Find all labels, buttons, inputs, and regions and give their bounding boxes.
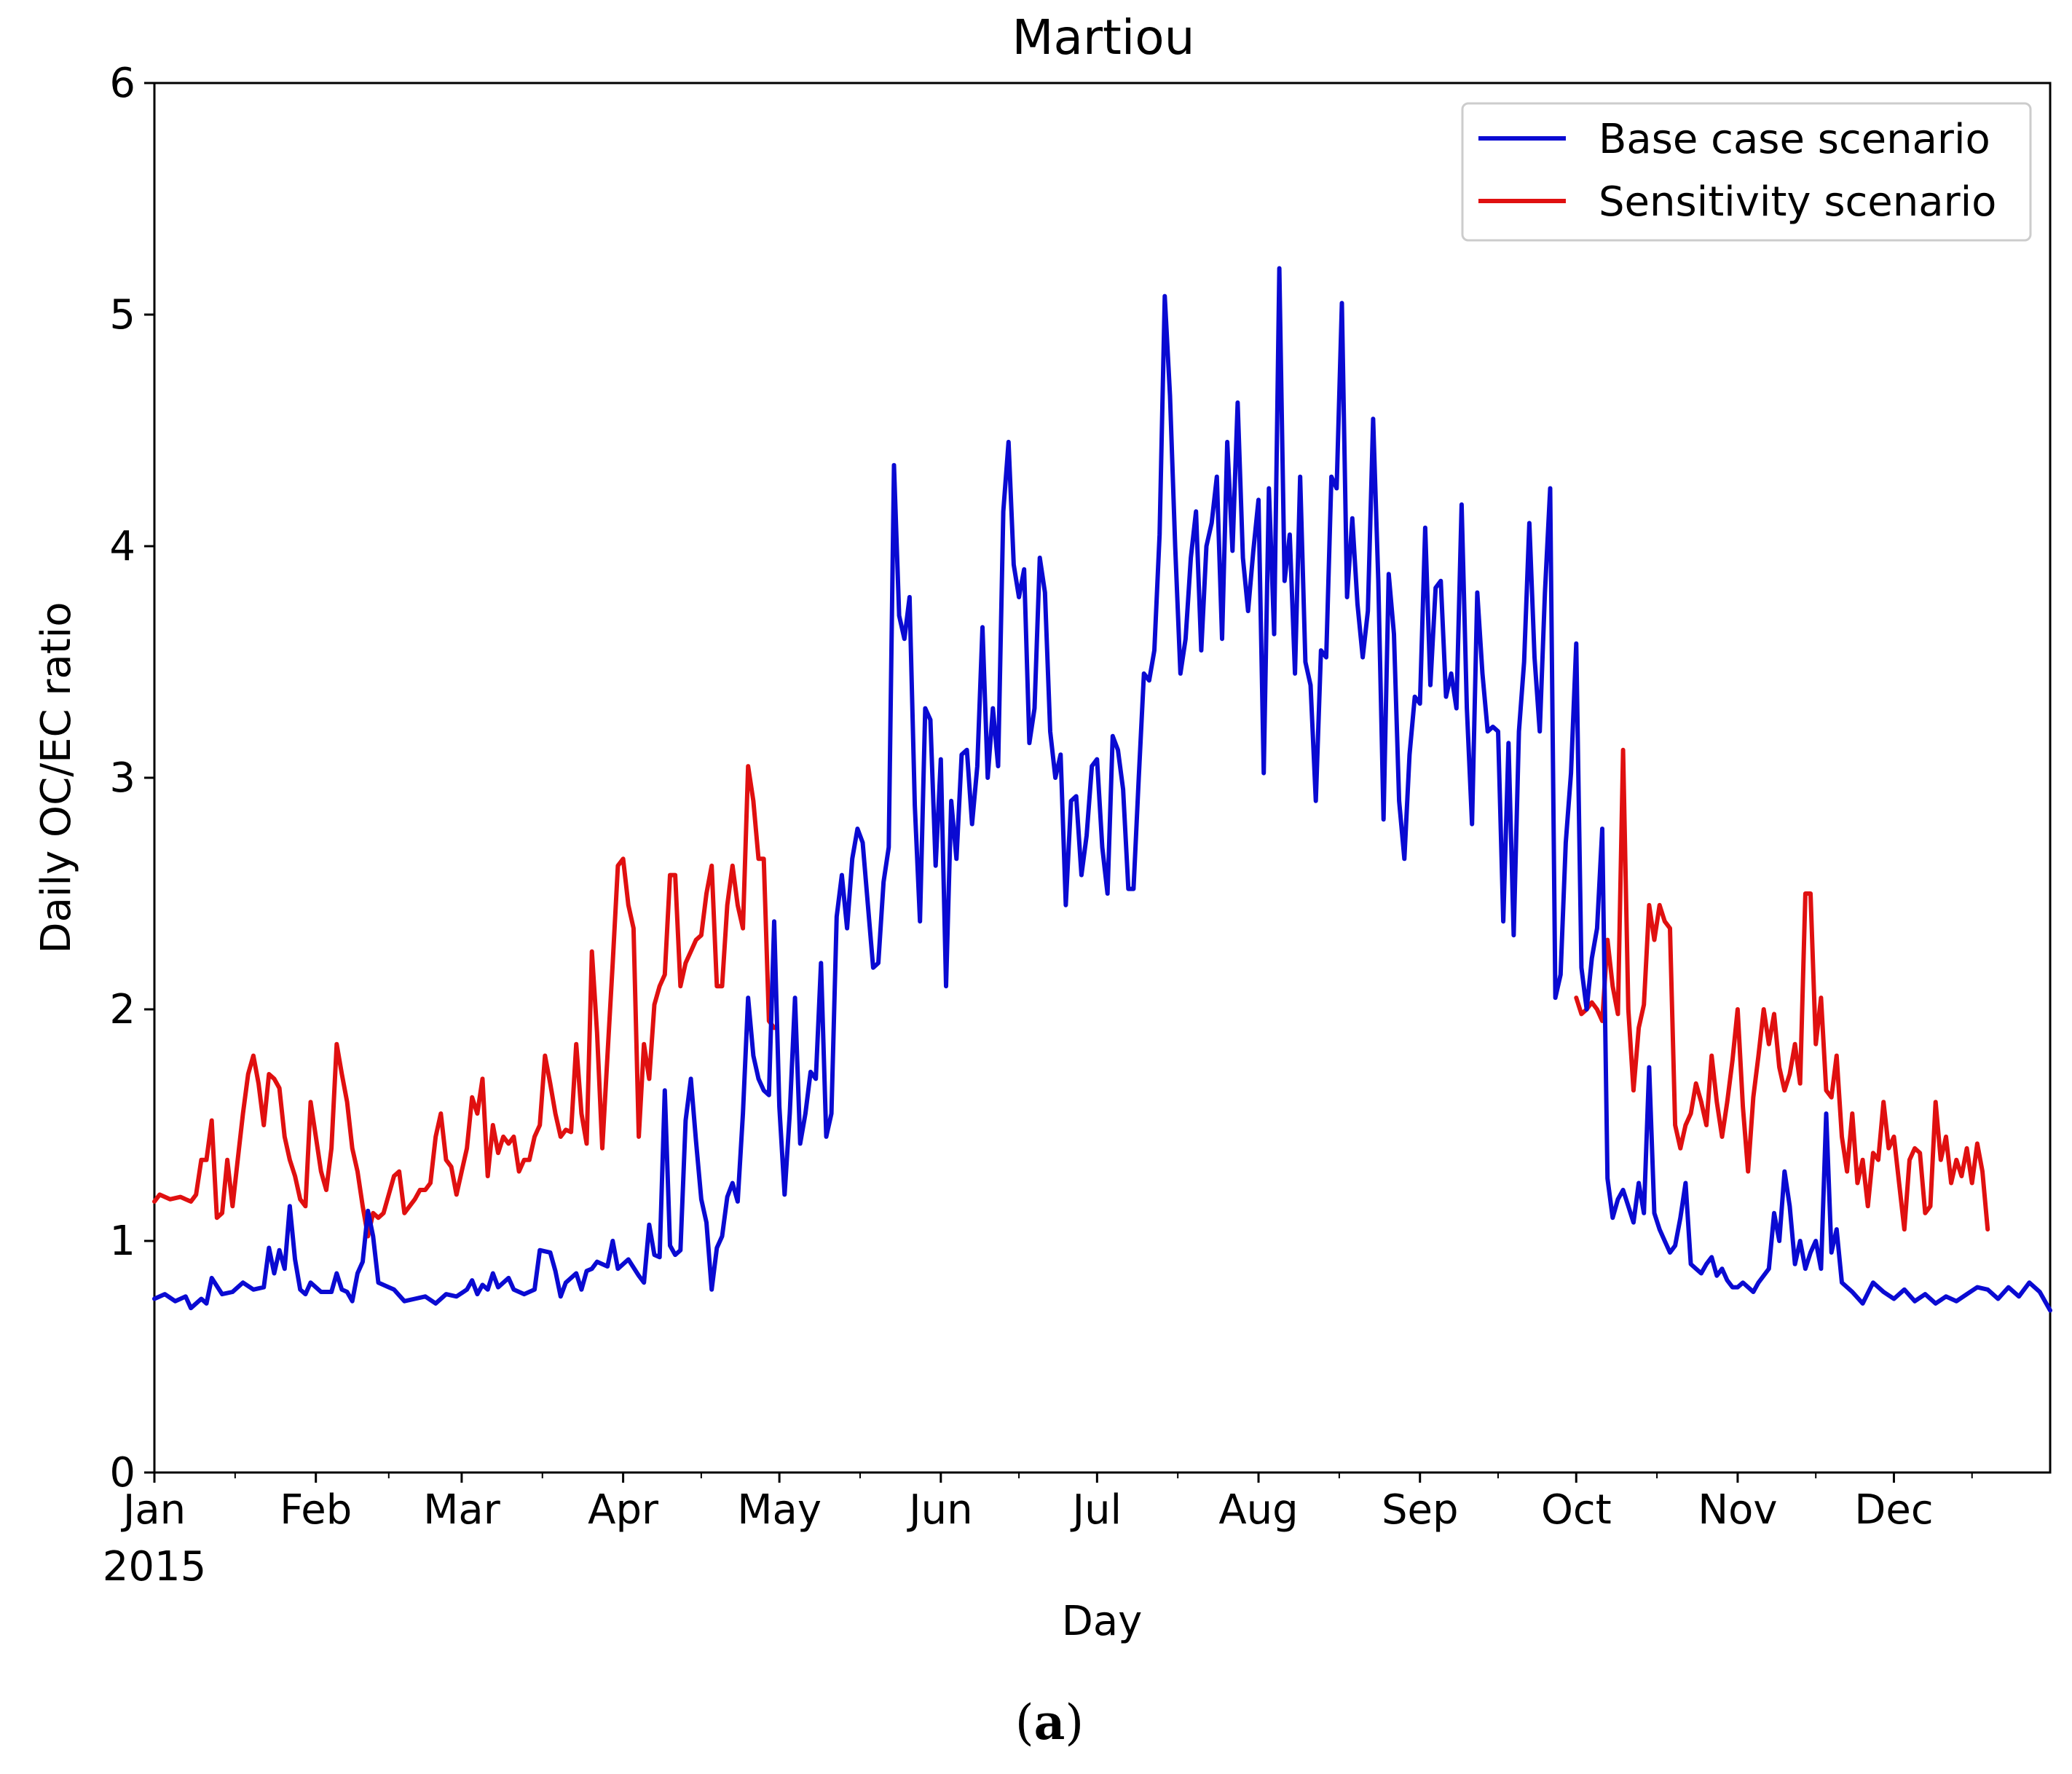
chart-title: Martiou [1012,9,1195,66]
x-tick-label: Feb [280,1486,352,1534]
x-tick-label: Apr [588,1486,659,1534]
y-tick-label: 6 [109,60,135,107]
x-axis: Jan Feb Mar Apr May Jun Jul Aug Sep Oct Nov Dec [121,1473,1973,1534]
x-tick-label: Nov [1698,1486,1777,1534]
x-axis-label: Day [1062,1598,1143,1645]
plot-area [153,82,2052,1474]
series-line-sensitivity [152,764,776,1239]
x-tick-label: Jan [121,1486,186,1534]
legend-box [1461,102,2032,242]
legend-label-base: Base case scenario [1599,116,1990,163]
y-tick-label: 2 [109,986,135,1033]
series-layer [152,266,2052,1313]
x-tick-label: Jun [907,1486,973,1534]
y-tick-label: 1 [109,1218,135,1265]
x-tick-label: Dec [1854,1486,1933,1534]
y-axis-label: Daily OC/EC ratio [33,602,80,954]
x-tick-label: Jul [1071,1486,1122,1534]
series-line-base [152,266,2052,1313]
figure-caption: (a) [1015,1694,1084,1751]
x-tick-label: May [737,1486,822,1534]
figure-caption-letter: a [1034,1694,1065,1751]
x-axis-year-label: 2015 [103,1543,207,1590]
y-tick-label: 0 [109,1449,135,1497]
y-tick-label: 3 [109,754,135,802]
svg-text:(a): (a) [1015,1694,1084,1751]
y-tick-label: 5 [109,291,135,339]
legend: Base case scenario Sensitivity scenario [1461,102,2032,242]
y-axis: 0 1 2 3 4 5 6 [109,60,154,1497]
x-tick-label: Aug [1218,1486,1298,1534]
x-tick-label: Sep [1382,1486,1459,1534]
series-line-sensitivity [1574,747,1990,1232]
x-tick-label: Oct [1541,1486,1612,1534]
y-tick-label: 4 [109,523,135,570]
x-tick-label: Mar [423,1486,501,1534]
legend-label-sensitivity: Sensitivity scenario [1599,178,1996,226]
